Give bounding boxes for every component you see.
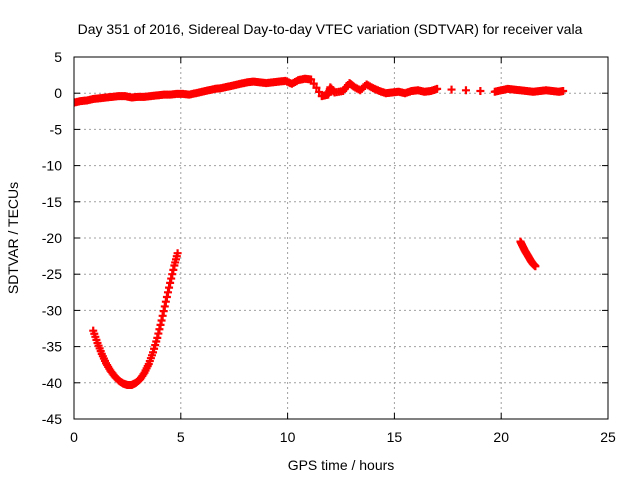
data-point bbox=[433, 84, 442, 93]
x-tick-label: 5 bbox=[177, 429, 185, 445]
data-point bbox=[447, 85, 456, 94]
y-tick-label: -20 bbox=[42, 230, 62, 246]
x-tick-label: 10 bbox=[280, 429, 296, 445]
y-tick-label: 5 bbox=[54, 49, 62, 65]
data-point bbox=[173, 249, 182, 258]
series-late-segment bbox=[516, 237, 540, 271]
x-axis-label: GPS time / hours bbox=[288, 457, 395, 473]
y-tick-label: -10 bbox=[42, 158, 62, 174]
data-point bbox=[315, 87, 324, 96]
series-U-shaped-arc bbox=[89, 249, 182, 389]
axis-ticks: 0 5 10 15 20 25 5 0 -5 -10 -15 -20 -25 -30 -35 -40 -45 bbox=[42, 49, 616, 445]
y-tick-label: 0 bbox=[54, 85, 62, 101]
data-point bbox=[312, 83, 321, 92]
chart-title: Day 351 of 2016, Sidereal Day-to-day VTE… bbox=[78, 21, 583, 37]
x-tick-label: 20 bbox=[493, 429, 509, 445]
series-near-zero-band bbox=[74, 74, 568, 107]
data-point bbox=[307, 75, 316, 84]
x-tick-label: 0 bbox=[70, 429, 78, 445]
grid-lines bbox=[74, 57, 608, 419]
x-tick-label: 15 bbox=[387, 429, 403, 445]
y-axis-label: SDTVAR / TECUs bbox=[5, 182, 21, 294]
y-tick-label: -30 bbox=[42, 302, 62, 318]
data-point bbox=[559, 87, 568, 96]
data-point bbox=[309, 79, 318, 88]
y-tick-label: -15 bbox=[42, 194, 62, 210]
data-point bbox=[531, 262, 540, 271]
y-tick-label: -45 bbox=[42, 411, 62, 427]
y-tick-label: -40 bbox=[42, 375, 62, 391]
x-tick-label: 25 bbox=[600, 429, 616, 445]
y-tick-label: -5 bbox=[50, 121, 63, 137]
y-tick-label: -35 bbox=[42, 339, 62, 355]
y-tick-label: -25 bbox=[42, 266, 62, 282]
data-point bbox=[476, 87, 485, 96]
data-points bbox=[74, 74, 568, 389]
data-point bbox=[461, 86, 470, 95]
